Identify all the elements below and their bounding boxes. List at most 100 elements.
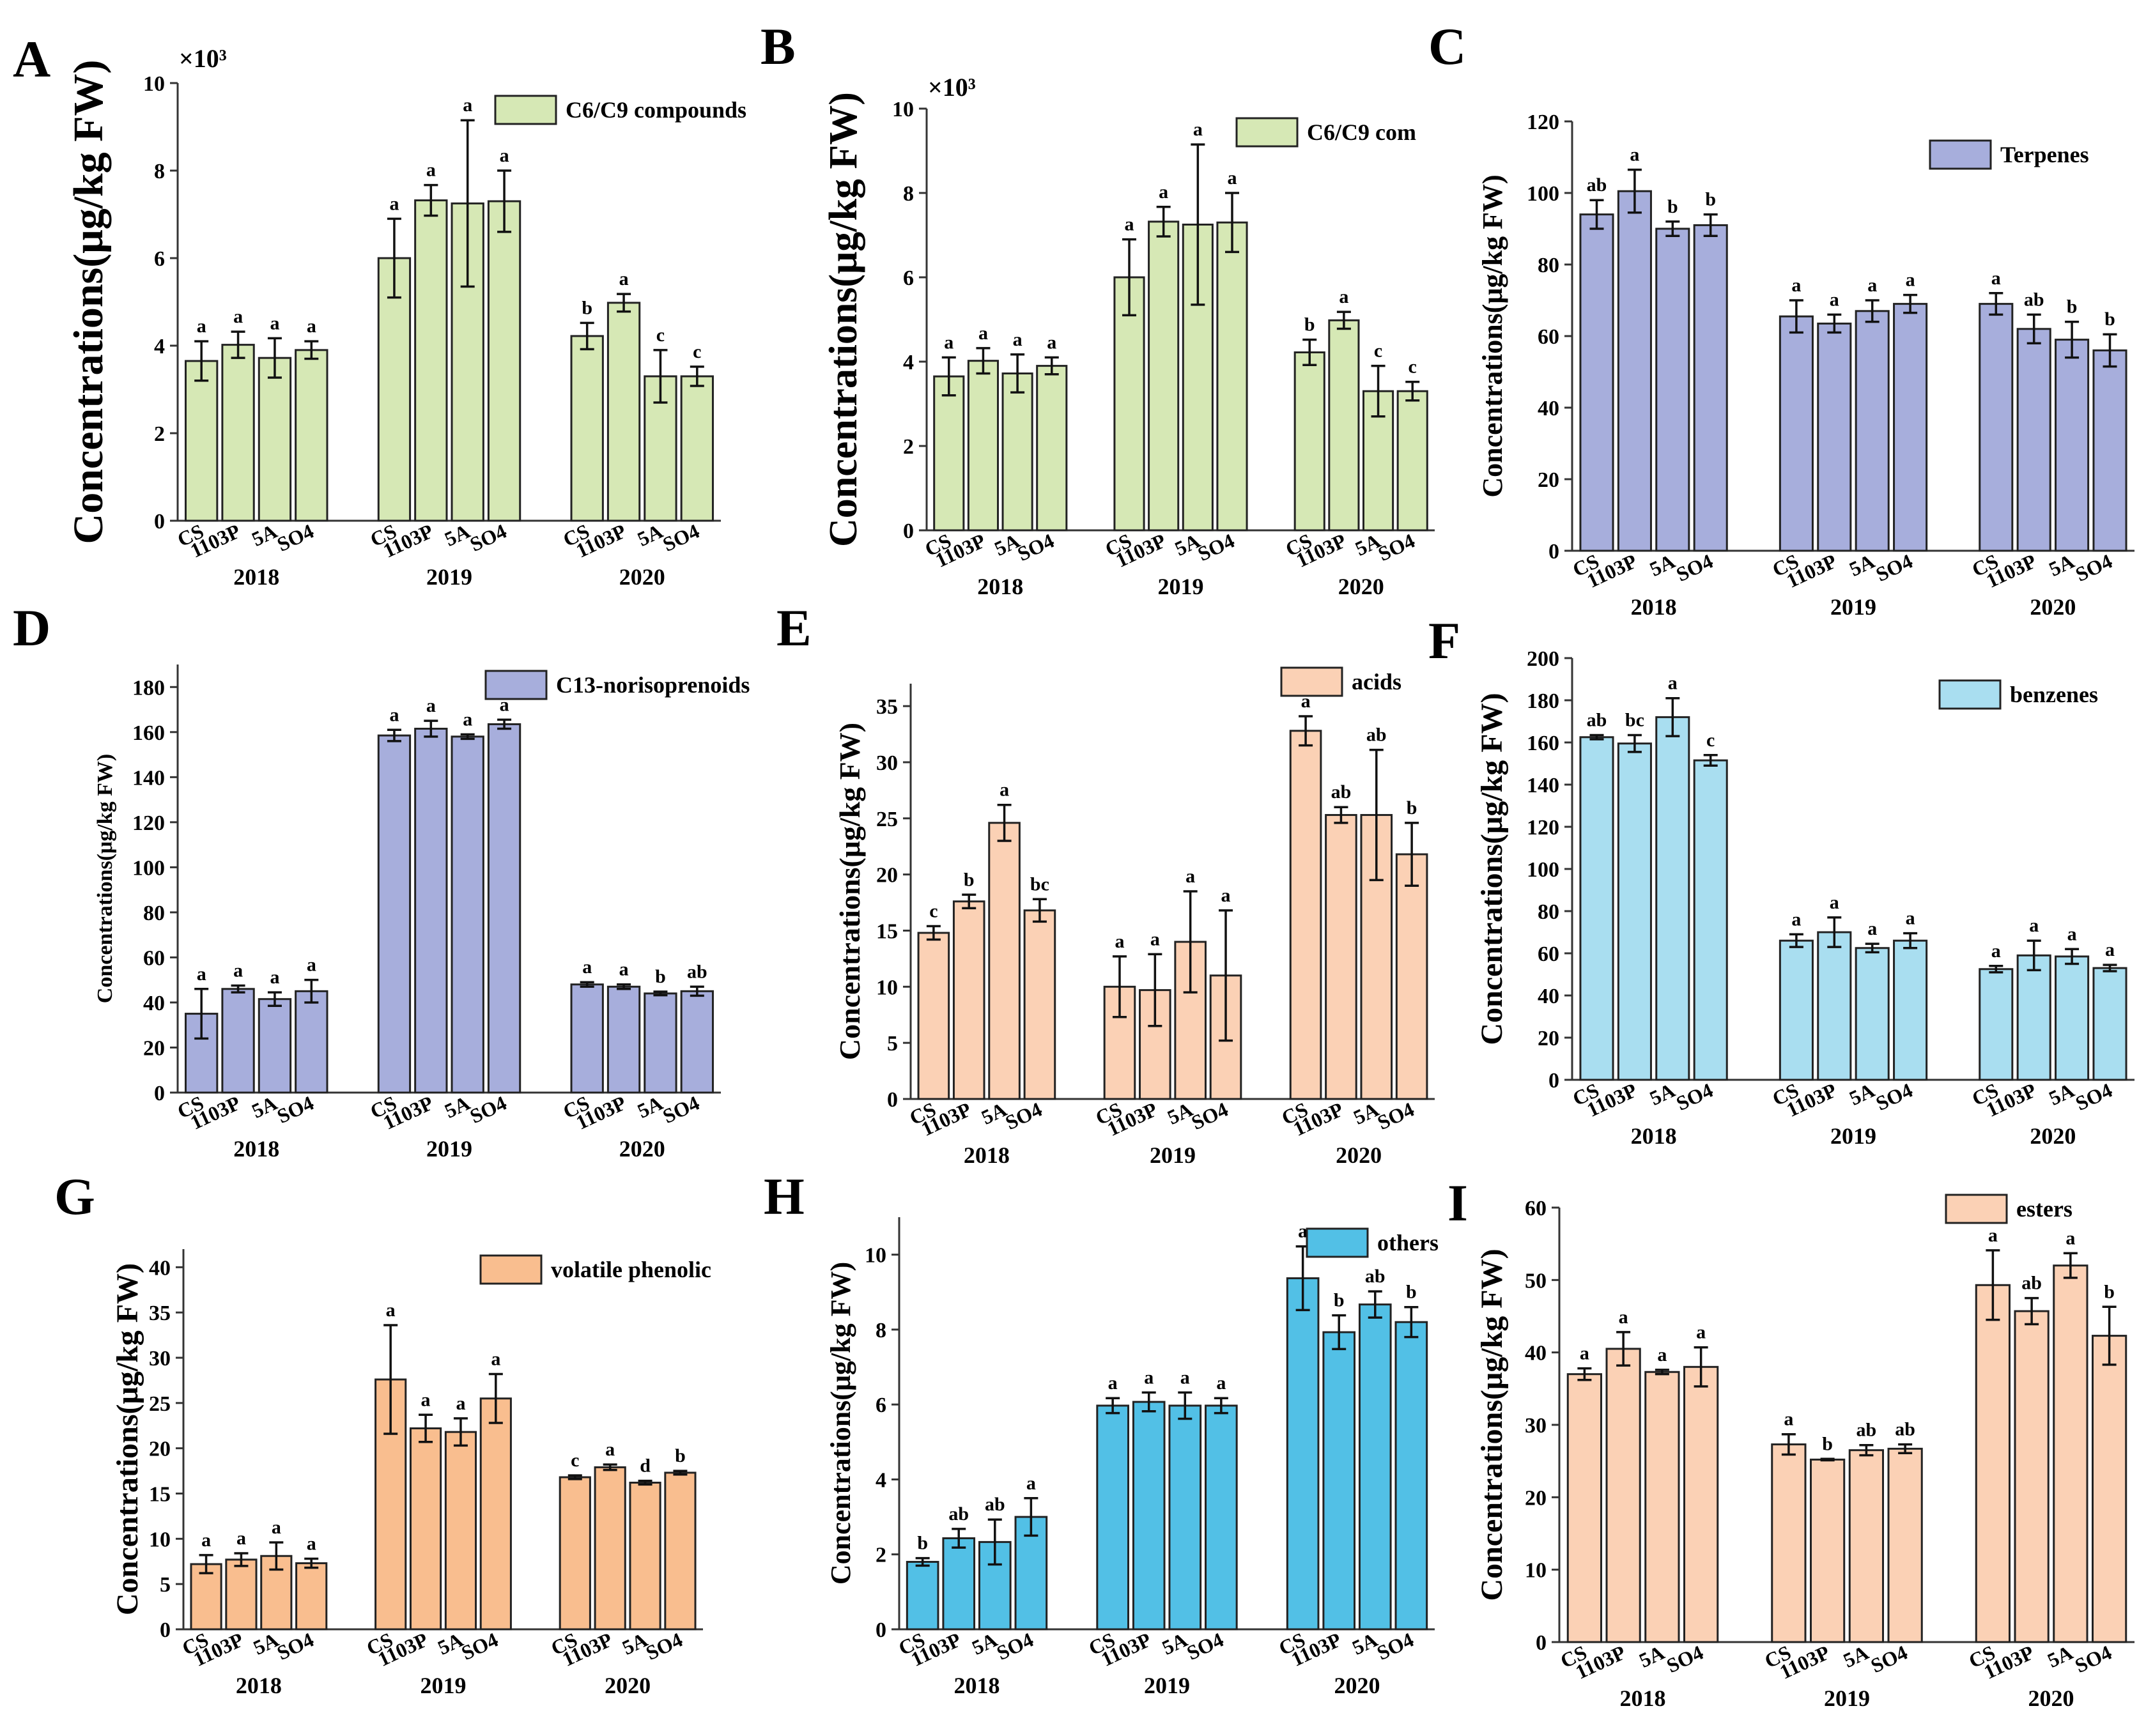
y-multiplier: ×10³	[928, 73, 976, 102]
significance-letter: ab	[985, 1494, 1005, 1515]
bar-2020-SO4	[664, 1471, 697, 1631]
significance-letter: b	[1407, 797, 1417, 818]
bar-2018-1103P	[1605, 1348, 1641, 1643]
significance-letter: a	[307, 955, 316, 976]
x-category-label: SO4	[1872, 549, 1916, 586]
x-year-label: 2018	[236, 1673, 282, 1698]
x-year-label: 2020	[1336, 1142, 1382, 1168]
x-category-label: SO4	[2071, 1641, 2115, 1677]
x-category-label: SO4	[993, 1628, 1037, 1664]
legend-label: acids	[1352, 669, 1401, 695]
bar-2020-CS	[1979, 968, 2014, 1081]
y-tick-label: 25	[149, 1392, 171, 1416]
y-tick-label: 10	[143, 72, 165, 96]
significance-letter: a	[1619, 1307, 1628, 1328]
significance-letter: a	[1115, 931, 1124, 952]
significance-letter: ab	[1587, 174, 1607, 196]
bar-2019-1103P	[1810, 1458, 1846, 1643]
y-tick-label: 2	[876, 1544, 886, 1567]
y-tick-label: 0	[903, 519, 914, 543]
bar-2018-CS	[1566, 1373, 1602, 1643]
x-year-label: 2020	[619, 564, 665, 590]
significance-letter: a	[1657, 1344, 1667, 1365]
significance-letter: a	[270, 312, 279, 334]
significance-letter: ab	[1366, 725, 1387, 746]
bar-2019-1103P	[1132, 1401, 1166, 1631]
y-tick-label: 10	[892, 98, 914, 121]
x-year-label: 2019	[1824, 1686, 1870, 1711]
significance-letter: c	[693, 341, 701, 362]
significance-letter: b	[582, 297, 592, 318]
bar-2018-SO4	[295, 1562, 328, 1631]
significance-letter: a	[1159, 181, 1168, 203]
x-year-label: 2019	[426, 1136, 472, 1162]
y-tick-label: 20	[1538, 1027, 1559, 1050]
significance-letter: a	[1696, 1322, 1706, 1343]
significance-letter: a	[1867, 275, 1877, 296]
significance-letter: a	[1026, 1473, 1036, 1494]
y-axis-label: Concentrations(μg/kg FW)	[65, 60, 112, 544]
x-year-label: 2018	[954, 1673, 1000, 1698]
x-year-label: 2020	[1334, 1673, 1380, 1698]
bar-2018-1103P	[952, 900, 985, 1100]
bar-2019-SO4	[1893, 939, 1928, 1081]
significance-letter: a	[1185, 866, 1195, 887]
bar-2020-5A	[2053, 1264, 2088, 1643]
bar-2018-SO4	[295, 990, 328, 1094]
significance-letter: a	[1180, 1367, 1190, 1388]
bar-2020-CS	[1979, 303, 2014, 552]
significance-letter: a	[1108, 1372, 1118, 1394]
significance-letter: b	[2104, 309, 2115, 330]
significance-letter: a	[1221, 885, 1231, 906]
significance-letter: a	[1668, 673, 1678, 694]
y-tick-label: 20	[143, 1036, 165, 1060]
y-tick-label: 0	[154, 1082, 165, 1105]
bar-2019-1103P	[409, 1427, 442, 1631]
x-year-label: 2018	[1631, 1123, 1677, 1149]
x-category-label: SO4	[274, 1628, 317, 1664]
legend-swatch	[479, 1254, 543, 1285]
y-tick-label: 4	[903, 351, 914, 374]
significance-letter: ab	[2021, 1273, 2042, 1294]
y-tick-label: 100	[1527, 182, 1559, 206]
y-tick-label: 40	[143, 992, 165, 1015]
y-tick-label: 100	[1527, 858, 1559, 882]
bar-2018-CS	[906, 1560, 939, 1631]
bar-2019-1103P	[1148, 220, 1180, 532]
significance-letter: a	[1830, 289, 1839, 310]
y-tick-label: 100	[132, 856, 165, 880]
bar-2018-SO4	[1693, 759, 1728, 1081]
y-tick-label: 60	[1525, 1197, 1547, 1220]
y-tick-label: 5	[160, 1573, 171, 1597]
x-category-label: SO4	[1014, 529, 1057, 565]
significance-letter: a	[389, 704, 399, 725]
y-tick-label: 6	[876, 1394, 886, 1417]
significance-letter: a	[233, 960, 243, 981]
significance-letter: a	[197, 964, 206, 985]
x-year-label: 2019	[1144, 1673, 1190, 1698]
y-tick-label: 0	[1536, 1631, 1547, 1655]
bar-2020-1103P	[2014, 1310, 2050, 1643]
legend-swatch	[484, 670, 548, 700]
significance-letter: a	[1991, 941, 2001, 962]
y-tick-label: 40	[1538, 985, 1559, 1008]
y-tick-label: 4	[154, 335, 165, 358]
y-tick-label: 4	[876, 1468, 886, 1492]
panel-letter-C: C	[1428, 17, 1466, 75]
significance-letter: a	[619, 268, 629, 289]
panel-letter-E: E	[776, 599, 812, 657]
significance-letter: a	[426, 695, 436, 716]
significance-letter: a	[426, 160, 436, 181]
bar-2020-CS	[570, 335, 604, 522]
significance-letter: a	[491, 1349, 500, 1370]
significance-letter: a	[270, 967, 279, 988]
x-category-label: SO4	[1672, 1079, 1716, 1115]
y-tick-label: 0	[887, 1088, 898, 1112]
y-axis-label: Concentrations(μg/kg FW)	[1475, 1248, 1509, 1601]
significance-letter: b	[1667, 196, 1678, 217]
significance-letter: a	[605, 1439, 615, 1460]
panel-letter-A: A	[13, 30, 50, 88]
bar-2018-5A	[988, 822, 1021, 1100]
